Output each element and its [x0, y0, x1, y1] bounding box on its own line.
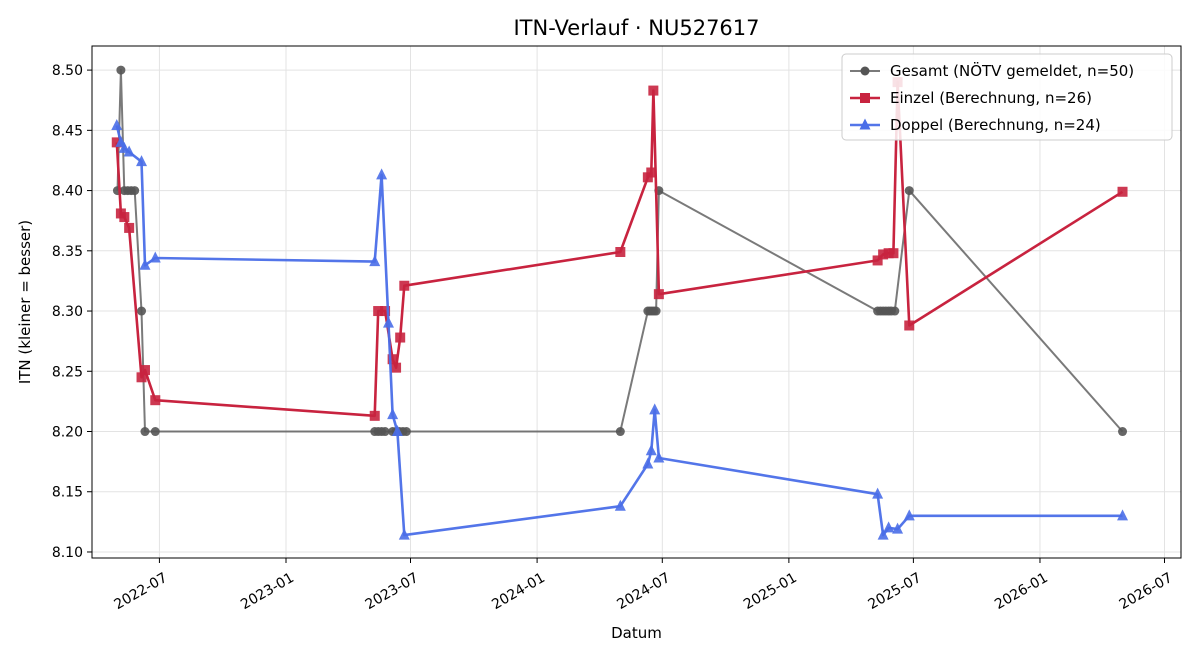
doppel-series-group: [111, 119, 1129, 540]
einzel-data-point: [124, 222, 135, 233]
doppel-data-point: [139, 258, 151, 270]
einzel-data-point: [391, 362, 402, 373]
einzel-data-point: [119, 212, 130, 223]
y-tick-label: 8.40: [52, 184, 83, 200]
x-axis-label: Datum: [611, 624, 662, 642]
doppel-data-point: [872, 487, 884, 499]
legend: Gesamt (NÖTV gemeldet, n=50) Einzel (Bere…: [841, 53, 1173, 141]
einzel-data-point: [615, 247, 626, 258]
gesamt-data-point: [401, 427, 411, 437]
einzel-data-point: [380, 306, 391, 317]
doppel-data-point: [376, 168, 388, 180]
doppel-data-points: [111, 119, 1129, 540]
einzel-data-point: [653, 289, 664, 300]
doppel-data-point: [111, 119, 123, 131]
doppel-data-point: [877, 528, 889, 540]
gesamt-data-point: [651, 306, 661, 316]
gesamt-data-point: [904, 186, 914, 196]
einzel-data-point: [111, 137, 122, 148]
einzel-data-point: [399, 280, 410, 291]
legend-label: Doppel (Berechnung, n=24): [890, 116, 1101, 134]
legend-item: Doppel (Berechnung, n=24): [850, 116, 1101, 134]
legend-label: Gesamt (NÖTV gemeldet, n=50): [890, 61, 1134, 80]
gesamt-data-point: [116, 65, 126, 75]
doppel-data-point: [883, 521, 895, 533]
y-tick-label: 8.50: [52, 63, 83, 79]
doppel-data-point: [369, 255, 381, 267]
gesamt-data-point: [615, 427, 625, 437]
y-tick-label: 8.45: [52, 123, 83, 139]
doppel-data-point: [382, 316, 394, 328]
einzel-data-point: [872, 255, 883, 266]
einzel-data-point: [369, 410, 380, 421]
gesamt-data-point: [890, 306, 900, 316]
gesamt-data-point: [1118, 427, 1128, 437]
y-axis-label: ITN (kleiner = besser): [16, 220, 34, 384]
y-tick-label: 8.15: [52, 485, 83, 501]
einzel-data-point: [150, 395, 161, 406]
einzel-data-point: [1117, 186, 1128, 197]
doppel-data-point: [1117, 509, 1129, 521]
y-tick-label: 8.25: [52, 364, 83, 380]
legend-marker: [859, 118, 871, 130]
einzel-data-point: [888, 248, 899, 259]
legend-item: Einzel (Berechnung, n=26): [850, 89, 1092, 107]
doppel-data-point: [136, 155, 148, 167]
doppel-data-point: [614, 499, 626, 511]
gesamt-data-point: [380, 427, 390, 437]
legend-marker: [860, 93, 870, 103]
gesamt-data-point: [140, 427, 150, 437]
doppel-data-point: [653, 451, 665, 463]
einzel-data-point: [395, 332, 406, 343]
doppel-data-point: [398, 528, 410, 540]
einzel-data-point: [648, 85, 659, 96]
y-tick-label: 8.35: [52, 244, 83, 260]
einzel-data-point: [136, 372, 147, 383]
gesamt-data-point: [137, 306, 147, 316]
legend-box: [841, 53, 1173, 141]
doppel-data-point: [642, 457, 654, 469]
einzel-data-point: [373, 306, 384, 317]
doppel-data-point: [645, 444, 657, 456]
y-tick-label: 8.30: [52, 304, 83, 320]
gesamt-data-point: [130, 186, 140, 196]
doppel-data-point: [123, 145, 135, 157]
doppel-data-point: [149, 251, 161, 263]
doppel-data-point: [649, 403, 661, 415]
gesamt-data-point: [150, 427, 160, 437]
legend-item: Gesamt (NÖTV gemeldet, n=50): [850, 61, 1134, 80]
doppel-data-point: [903, 509, 915, 521]
einzel-data-point: [878, 249, 889, 260]
doppel-data-point: [391, 425, 403, 437]
einzel-data-point: [904, 320, 915, 331]
doppel-data-point: [387, 408, 399, 420]
einzel-data-point: [387, 354, 398, 365]
plot-frame: [91, 45, 1182, 559]
legend-label: Einzel (Berechnung, n=26): [890, 89, 1092, 107]
legend-marker: [860, 66, 870, 76]
doppel-data-point: [892, 522, 904, 534]
y-tick-label: 8.20: [52, 425, 83, 441]
einzel-data-point: [646, 167, 657, 178]
chart-title: ITN-Verlauf · NU527617: [513, 16, 759, 40]
y-tick-label: 8.10: [52, 545, 83, 561]
einzel-data-point: [139, 365, 150, 376]
